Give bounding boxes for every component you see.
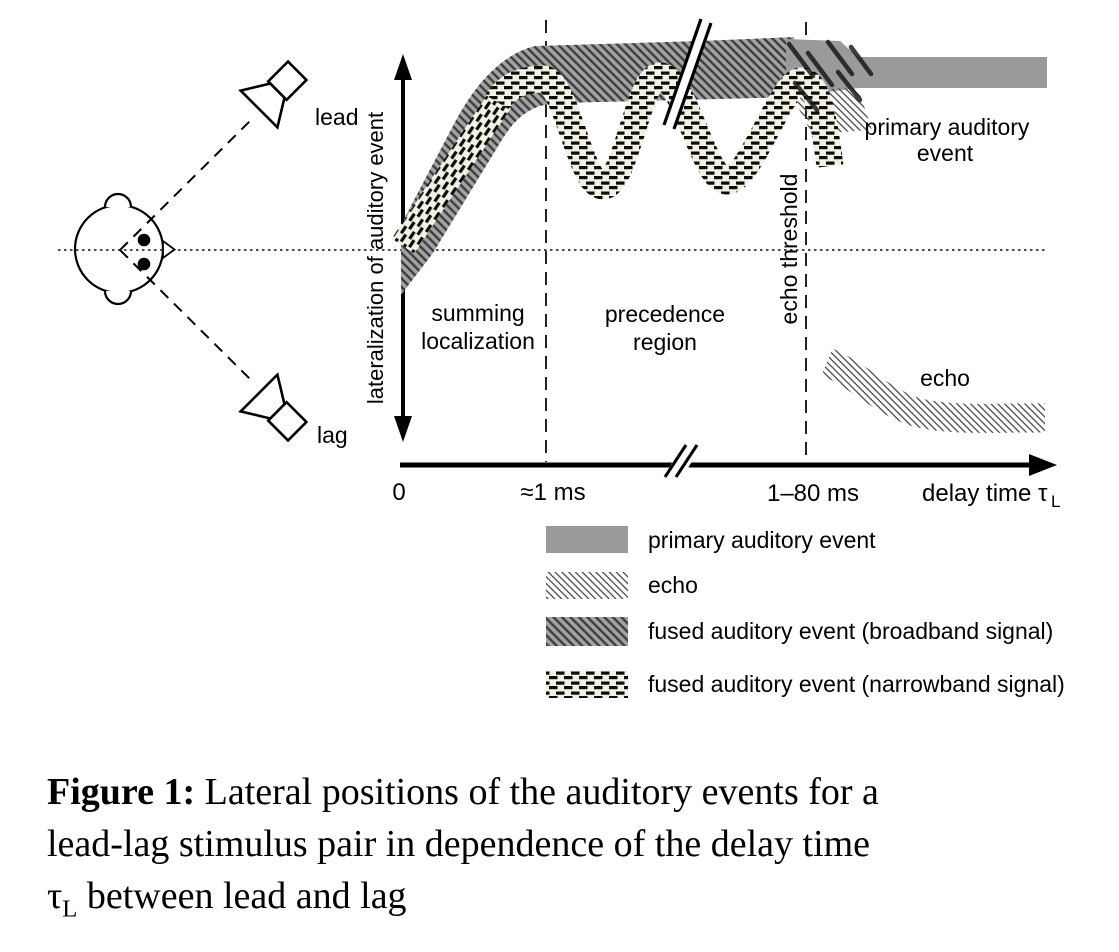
caption-tau-symbol: τ	[47, 875, 63, 917]
summing-localization-label-line1: summing	[431, 300, 524, 326]
echo-band	[821, 348, 1045, 433]
caption-figure-label: Figure 1:	[47, 771, 196, 813]
caption-line-3: τL between lead and lag	[47, 870, 1077, 922]
lead-direction-dashed-line	[119, 116, 255, 251]
primary-auditory-event-label-line2: event	[917, 140, 974, 166]
tick-label-zero: 0	[392, 479, 405, 506]
band-break-icon	[662, 18, 713, 130]
caption-line-2: lead-lag stimulus pair in dependence of …	[47, 823, 871, 865]
precedence-region-label-line1: precedence	[605, 301, 725, 327]
echo-label: echo	[920, 365, 970, 391]
x-axis-label-subscript: L	[1051, 492, 1060, 511]
precedence-effect-diagram: lead lag lateralization of auditory even…	[58, 18, 1065, 698]
tick-label-echo-range: 1–80 ms	[767, 480, 859, 507]
lead-loudspeaker-icon	[238, 59, 309, 130]
legend-label-echo: echo	[648, 572, 698, 598]
x-axis-arrow-icon	[1029, 454, 1057, 476]
legend-swatch-echo	[546, 572, 628, 599]
legend-swatch-primary	[546, 526, 628, 553]
x-axis-break-icon	[663, 444, 688, 478]
lag-label: lag	[317, 422, 348, 448]
caption-line3-text: between lead and lag	[77, 875, 407, 917]
caption-line-1: Figure 1: Lateral positions of the audit…	[47, 766, 1077, 818]
legend-swatch-narrowband	[546, 671, 628, 698]
precedence-region-label-line2: region	[633, 329, 697, 355]
caption-line1-text: Lateral positions of the auditory events…	[195, 771, 879, 813]
eye-bottom-dot	[137, 257, 151, 271]
lag-loudspeaker-icon	[238, 372, 309, 443]
x-axis	[400, 443, 1057, 478]
listener-head	[73, 192, 165, 306]
y-axis-arrow-down-icon	[394, 416, 412, 442]
legend-label-narrowband: fused auditory event (narrowband signal)	[648, 671, 1065, 697]
ear-top-icon	[103, 192, 133, 208]
legend: primary auditory event echo fused audito…	[546, 526, 1065, 698]
tick-label-one-ms: ≈1 ms	[520, 479, 585, 506]
legend-label-primary: primary auditory event	[648, 527, 876, 553]
x-axis-label: delay time τ	[922, 480, 1048, 507]
summing-localization-label-line2: localization	[421, 328, 535, 354]
narrowband-fused-band-rise	[391, 92, 512, 254]
figure-caption: Figure 1: Lateral positions of the audit…	[47, 766, 1077, 922]
lag-direction-dashed-line	[119, 249, 255, 384]
primary-auditory-event-label-line1: primary auditory	[865, 114, 1030, 140]
threshold-streaks	[786, 39, 874, 113]
caption-tau-subscript: L	[62, 895, 78, 923]
legend-label-broadband: fused auditory event (broadband signal)	[648, 618, 1053, 644]
nose-icon	[162, 239, 177, 260]
y-axis-label: lateralization of auditory event	[363, 112, 388, 404]
y-axis-arrow-up-icon	[394, 54, 412, 80]
lead-label: lead	[315, 104, 358, 130]
narrowband-fused-band-wave	[485, 62, 844, 200]
legend-swatch-broadband	[546, 617, 628, 646]
ear-bottom-icon	[103, 290, 133, 306]
echo-threshold-label: echo threshold	[776, 174, 802, 325]
eye-top-dot	[137, 233, 151, 247]
